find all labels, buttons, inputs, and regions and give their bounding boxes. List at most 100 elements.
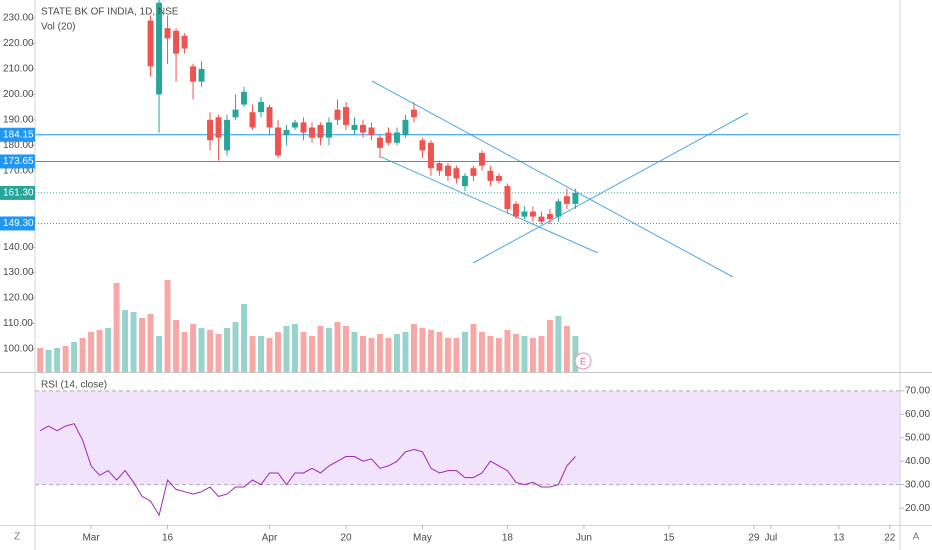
candle-body <box>343 107 349 125</box>
volume-bar <box>410 324 417 372</box>
rsi-band <box>35 390 900 485</box>
y-tick-label: 140.00 <box>3 242 34 253</box>
price-label: 161.30 <box>3 188 34 199</box>
volume-pane <box>37 280 579 372</box>
y-tick-label: 220.00 <box>3 38 34 49</box>
earnings-icon[interactable] <box>574 352 592 370</box>
y-tick-label: 230.00 <box>3 13 34 24</box>
candle-body <box>173 30 180 54</box>
volume-bar <box>487 336 494 372</box>
volume-bar <box>351 332 358 372</box>
candle-body <box>283 130 290 136</box>
candle-body <box>215 117 222 138</box>
candle-body <box>419 140 426 151</box>
volume-bar <box>215 334 222 372</box>
volume-bar <box>139 318 146 372</box>
volume-bar <box>190 324 197 372</box>
x-tick-label: Apr <box>262 533 278 544</box>
price-label: 173.65 <box>3 156 34 167</box>
price-label-bg <box>0 127 35 142</box>
x-tick-label: 13 <box>833 533 845 544</box>
candle-body <box>470 168 477 176</box>
candle-body <box>444 165 451 176</box>
candle-body <box>504 186 511 209</box>
volume-bar <box>444 338 451 372</box>
volume-bar <box>529 338 536 372</box>
candle-body <box>258 102 264 113</box>
candle-body <box>309 127 315 138</box>
price-label-bg <box>0 185 35 200</box>
auto-scale-button[interactable]: A <box>913 532 920 543</box>
volume-bar <box>122 310 129 372</box>
y-tick-label: 170.00 <box>3 165 34 176</box>
candle-body <box>198 68 205 82</box>
trend-line[interactable] <box>380 156 599 254</box>
volume-bar <box>275 332 281 372</box>
volume-bar <box>300 332 307 372</box>
candle-body <box>249 112 256 128</box>
volume-bar <box>156 336 163 372</box>
candle-body <box>529 211 536 217</box>
volume-bar <box>385 338 392 372</box>
candle-body <box>555 201 562 217</box>
volume-bar <box>436 332 443 372</box>
candle-body <box>436 163 443 171</box>
trend-line[interactable] <box>472 112 749 264</box>
volume-bar <box>326 328 332 372</box>
volume-bar <box>173 320 180 372</box>
volume-bar <box>309 336 315 372</box>
candle-body <box>207 119 214 141</box>
price-label: 184.15 <box>3 129 34 140</box>
trend-line[interactable] <box>371 80 734 278</box>
volume-bar <box>258 336 264 372</box>
candle-body <box>292 122 298 128</box>
candle-body <box>326 122 332 138</box>
volume-legend: Vol (20) <box>41 22 75 33</box>
volume-bar <box>419 328 426 372</box>
candle-body <box>546 214 553 220</box>
volume-bar <box>130 312 137 372</box>
zoom-button[interactable]: Z <box>14 532 20 543</box>
candle-body <box>156 2 163 95</box>
candle-body <box>402 119 409 136</box>
volume-bar <box>71 342 78 372</box>
x-tick-label: 29 <box>748 533 760 544</box>
candle-body <box>317 124 324 138</box>
candle-body <box>300 122 307 133</box>
volume-bar <box>88 332 95 372</box>
candle-body <box>394 132 400 143</box>
candle-body <box>360 124 366 133</box>
candle-body <box>385 132 392 143</box>
y-tick-label: 110.00 <box>3 318 33 329</box>
y-tick-label: 190.00 <box>3 114 34 125</box>
earnings-marker[interactable]: E <box>580 356 586 366</box>
volume-bar <box>402 332 409 372</box>
volume-bar <box>164 280 171 372</box>
volume-bar <box>96 330 103 372</box>
candle-body <box>147 20 154 67</box>
rsi-y-tick-label: 30.00 <box>905 479 930 490</box>
volume-bar <box>377 334 383 372</box>
volume-bar <box>470 324 477 372</box>
volume-bar <box>198 328 205 372</box>
y-tick-label: 120.00 <box>3 293 34 304</box>
volume-bar <box>563 326 570 372</box>
volume-bar <box>334 322 341 372</box>
price-pane <box>35 0 900 278</box>
candle-body <box>563 196 570 204</box>
y-tick-label: 180.00 <box>3 140 34 151</box>
rsi-pane <box>35 390 900 486</box>
y-tick-label: 100.00 <box>3 344 34 355</box>
y-tick-label: 210.00 <box>3 64 34 75</box>
candle-body <box>410 109 417 118</box>
labels: STATE BK OF INDIA, 1D, NSE Vol (20) RSI … <box>0 7 930 544</box>
volume-bar <box>79 338 86 372</box>
volume-bar <box>113 283 120 372</box>
y-tick-label: 200.00 <box>3 89 34 100</box>
candle-body <box>232 109 239 118</box>
volume-bar <box>521 336 528 372</box>
candle-body <box>521 211 528 217</box>
volume-bar <box>232 322 239 372</box>
x-tick-label: 16 <box>162 533 174 544</box>
